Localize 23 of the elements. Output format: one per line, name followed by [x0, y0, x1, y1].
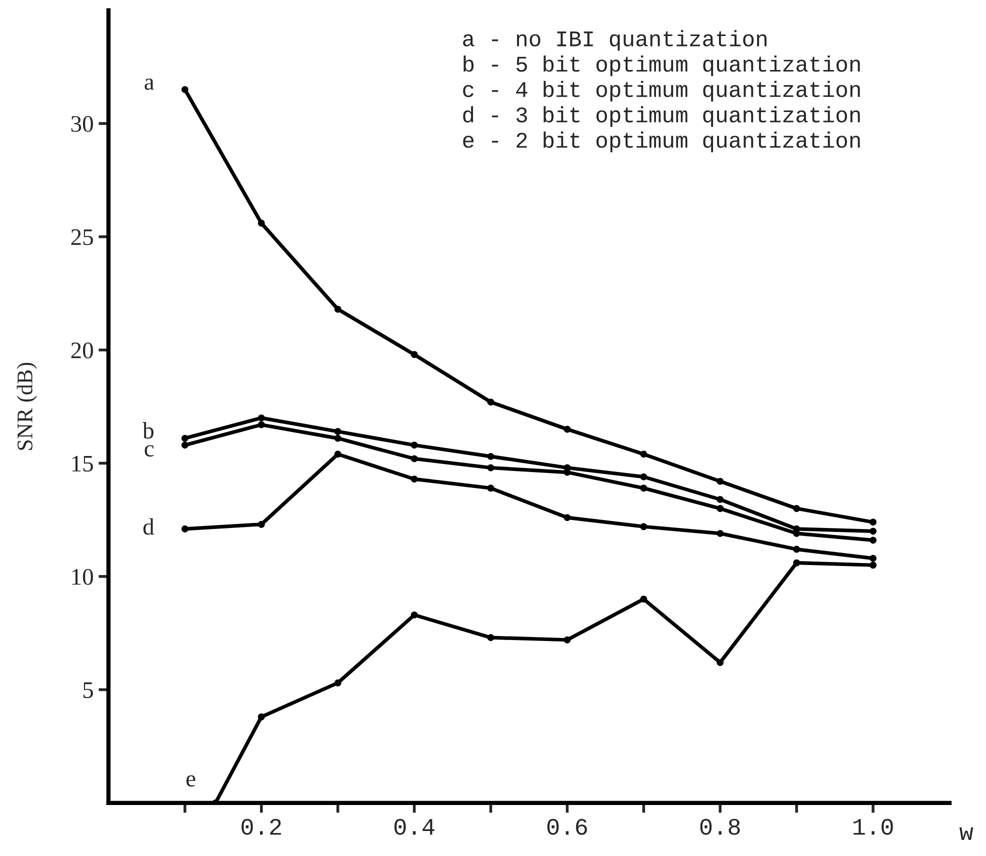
series-label: a	[144, 78, 154, 90]
annotation: b - 5 bit optimum quantization	[464, 55, 860, 76]
annotation: c - 4 bit optimum quantization	[463, 80, 860, 102]
annotation: e - 2 bit optimum quantization	[463, 132, 860, 152]
x-tick-label: 0.8	[700, 818, 740, 835]
x-tick-label: 0.4	[394, 818, 434, 835]
annotation: d - 3 bit optimum quantization	[463, 106, 860, 127]
series-label: e	[186, 775, 196, 787]
y-tick-label: 25	[71, 229, 93, 246]
x-tick-label: 0.6	[547, 818, 587, 835]
y-tick-label: 30	[71, 116, 93, 132]
y-tick-label: 15	[72, 456, 93, 472]
y-tick-label: 10	[72, 568, 93, 585]
y-axis-title: SNR (dB)	[16, 362, 37, 450]
y-tick-label: 20	[71, 342, 93, 358]
series-label: b	[142, 422, 154, 439]
x-tick-label: 0.2	[242, 818, 281, 835]
series-label: c	[144, 445, 154, 457]
x-axis-title: w	[959, 827, 974, 840]
annotation: a - no IBI quantization	[463, 30, 766, 51]
x-tick-label: 1.0	[854, 818, 893, 835]
series-label: d	[143, 518, 154, 535]
y-tick-label: 5	[83, 682, 93, 698]
